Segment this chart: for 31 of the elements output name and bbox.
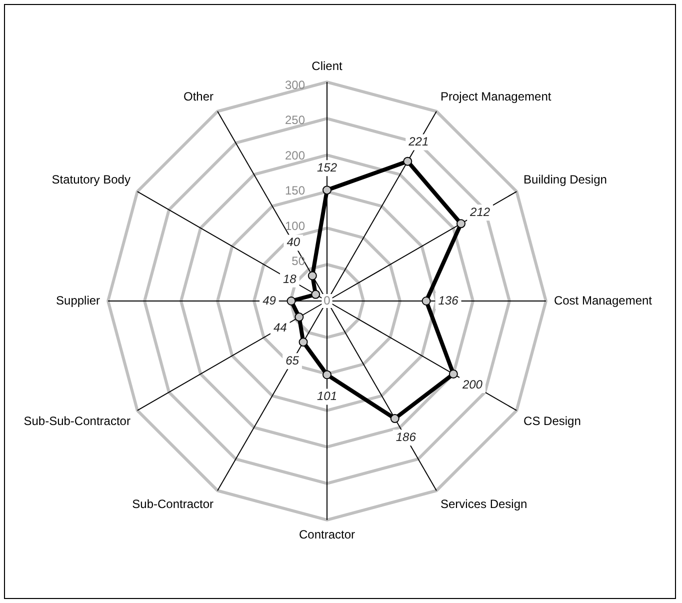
data-label: 44	[273, 320, 288, 334]
spoke-label: Supplier	[56, 293, 100, 308]
data-label: 18	[282, 272, 297, 286]
data-label: 136	[438, 293, 459, 308]
spoke-label: Sub-Sub-Contractor	[24, 414, 130, 428]
y-tick-label: 100	[284, 218, 306, 233]
y-tick-label: 0	[324, 293, 331, 308]
spoke-label: Services Design	[440, 497, 528, 512]
data-label: 200	[461, 377, 483, 392]
spoke-label: Contractor	[298, 527, 356, 542]
data-label: 212	[469, 204, 490, 219]
y-tick-label: 200	[284, 148, 306, 162]
data-label: 101	[316, 389, 338, 404]
data-label: 152	[316, 160, 338, 174]
spoke-label: Building Design	[524, 172, 607, 187]
spoke-label: Client	[312, 59, 343, 74]
y-tick-label: 50	[292, 254, 306, 268]
spoke-label: Statutory Body	[52, 172, 130, 187]
y-tick-label: 250	[284, 113, 306, 128]
y-tick-label: 150	[284, 184, 306, 198]
data-label: 186	[396, 430, 416, 444]
y-tick-label: 300	[284, 78, 306, 92]
spoke-label: Sub-Contractor	[132, 497, 214, 512]
spoke-label: Cost Management	[554, 293, 653, 308]
spoke-label: CS Design	[524, 414, 581, 428]
data-label: 49	[262, 293, 276, 308]
data-label: 40	[286, 235, 300, 250]
spoke-label: Other	[184, 90, 214, 104]
data-label: 65	[286, 353, 300, 368]
spoke-label: Project Management	[440, 90, 552, 104]
data-label: 221	[408, 134, 429, 149]
